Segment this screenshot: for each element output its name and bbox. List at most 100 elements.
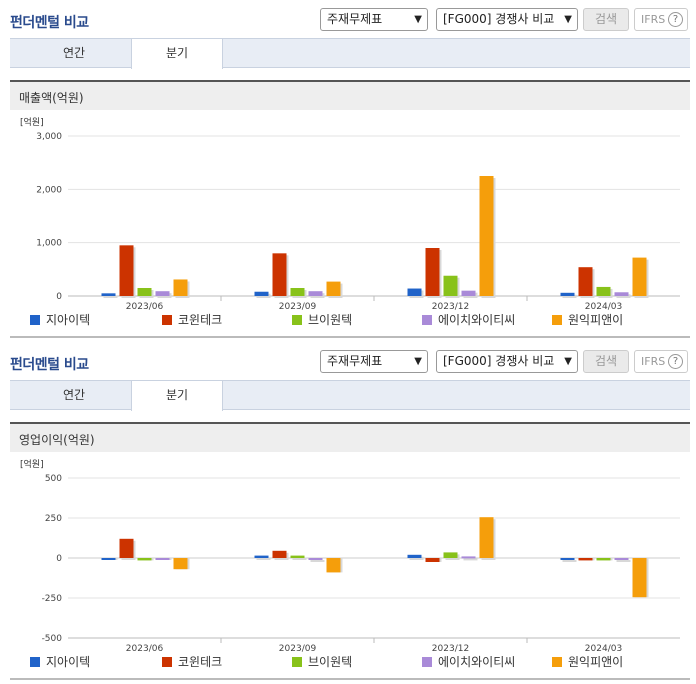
bar <box>155 558 170 560</box>
bar-shadow <box>103 295 118 298</box>
select-value: [FG000] 경쟁사 비교 <box>443 354 555 368</box>
bar-shadow <box>463 558 478 561</box>
bar <box>155 291 170 296</box>
revenue-chart: [억원] 3,000 2,000 1,000 0 2023/06 2023/09 2023/1… <box>0 112 696 312</box>
bar-shadow <box>409 556 424 560</box>
bar <box>407 288 422 296</box>
bar <box>326 558 341 573</box>
bar-shadow <box>256 557 271 560</box>
bar <box>272 550 287 558</box>
bar <box>308 291 323 296</box>
bar <box>137 558 152 561</box>
competitor-select[interactable]: [FG000] 경쟁사 비교 ▼ <box>436 8 578 31</box>
x-tick-label: 2023/06 <box>126 644 164 654</box>
bar <box>632 257 647 296</box>
chevron-down-icon: ▼ <box>414 14 422 25</box>
bar <box>119 538 134 558</box>
bar <box>479 176 494 296</box>
financial-statement-select[interactable]: 주재무제표 ▼ <box>320 350 428 373</box>
bar-shadow <box>616 294 631 298</box>
bar-shadow <box>292 557 307 560</box>
chart-legend: 지아이텍 코윈테크 브이원텍 에이치와이티씨 원익피앤이 <box>30 654 690 670</box>
bar <box>578 267 593 296</box>
ifrs-help-button[interactable]: IFRS? <box>634 350 688 373</box>
bar <box>308 558 323 560</box>
search-button[interactable]: 검색 <box>583 8 629 31</box>
chart-legend: 지아이텍 코윈테크 브이원텍 에이치와이티씨 원익피앤이 <box>30 312 690 328</box>
bar <box>425 248 440 296</box>
bar <box>425 558 440 562</box>
tab-quarterly[interactable]: 분기 <box>131 39 223 69</box>
select-value: 주재무제표 <box>327 12 383 26</box>
y-tick-label: 0 <box>56 292 62 302</box>
bar <box>443 275 458 296</box>
tab-quarterly[interactable]: 분기 <box>131 381 223 411</box>
financial-statement-select[interactable]: 주재무제표 ▼ <box>320 8 428 31</box>
bar <box>137 288 152 296</box>
y-tick-label: -250 <box>42 594 63 604</box>
legend-label: 지아이텍 <box>46 655 91 669</box>
panel-revenue: 펀더멘털 비교 주재무제표 ▼ [FG000] 경쟁사 비교 ▼ 검색 IFRS? … <box>0 0 696 338</box>
x-tick-label: 2023/12 <box>432 302 469 312</box>
bar <box>254 291 269 296</box>
bar <box>290 288 305 296</box>
legend-swatch <box>292 657 302 667</box>
legend-label: 에이치와이티씨 <box>438 655 516 669</box>
legend-label: 원익피앤이 <box>568 313 624 327</box>
y-tick-label: 2,000 <box>36 185 62 195</box>
period-tabs: 연간 분기 <box>10 380 690 411</box>
operating-profit-chart: [억원] 500 250 0 -250 -500 2023/06 2023/09 2023/12… <box>0 454 696 654</box>
x-tick-label: 2023/12 <box>432 644 469 654</box>
bar-shadow <box>310 560 325 562</box>
section-title: 매출액(억원) <box>19 91 84 105</box>
legend-swatch <box>292 315 302 325</box>
bar-shadow <box>562 560 577 562</box>
bar <box>173 279 188 296</box>
chevron-down-icon: ▼ <box>564 14 572 25</box>
revenue-chart-svg: [억원] 3,000 2,000 1,000 0 2023/06 2023/09 2023/1… <box>20 116 680 312</box>
select-value: 주재무제표 <box>327 354 383 368</box>
y-tick-label: 250 <box>45 514 62 524</box>
bar <box>101 558 116 560</box>
bar <box>560 292 575 296</box>
panel-header: 펀더멘털 비교 주재무제표 ▼ [FG000] 경쟁사 비교 ▼ 검색 IFRS? <box>0 0 696 38</box>
legend-swatch <box>162 657 172 667</box>
ifrs-help-button[interactable]: IFRS? <box>634 8 688 31</box>
chevron-down-icon: ▼ <box>414 356 422 367</box>
legend-label: 브이원텍 <box>308 313 353 327</box>
bar <box>290 555 305 558</box>
bar <box>326 281 341 296</box>
bar <box>632 558 647 598</box>
divider <box>10 678 690 680</box>
legend-label: 코윈테크 <box>178 313 223 327</box>
bar <box>596 558 611 561</box>
bar <box>560 558 575 560</box>
tab-annual[interactable]: 연간 <box>62 46 86 60</box>
section-header: 영업이익(억원) <box>10 422 690 452</box>
bar <box>461 290 476 296</box>
legend-swatch <box>552 657 562 667</box>
bar <box>461 556 476 559</box>
bar-shadow <box>616 560 631 562</box>
help-icon: ? <box>668 354 683 369</box>
bar <box>119 245 134 296</box>
legend-label: 브이원텍 <box>308 655 353 669</box>
search-button[interactable]: 검색 <box>583 350 629 373</box>
tab-annual[interactable]: 연간 <box>62 388 86 402</box>
competitor-select[interactable]: [FG000] 경쟁사 비교 ▼ <box>436 350 578 373</box>
ifrs-label: IFRS <box>641 13 666 26</box>
x-tick-label: 2024/03 <box>585 644 622 654</box>
panel-operating-profit: 펀더멘털 비교 주재무제표 ▼ [FG000] 경쟁사 비교 ▼ 검색 IFRS? … <box>0 342 696 684</box>
bar-shadow <box>562 294 577 298</box>
y-tick-label: 500 <box>45 474 62 484</box>
bar <box>272 253 287 296</box>
bar <box>443 552 458 558</box>
panel-title: 펀더멘털 비교 <box>10 357 89 373</box>
bar <box>614 292 629 296</box>
x-tick-label: 2024/03 <box>585 302 622 312</box>
help-icon: ? <box>668 12 683 27</box>
y-tick-label: 0 <box>56 554 62 564</box>
panel-title: 펀더멘털 비교 <box>10 15 89 31</box>
legend-swatch <box>552 315 562 325</box>
bar <box>596 286 611 296</box>
